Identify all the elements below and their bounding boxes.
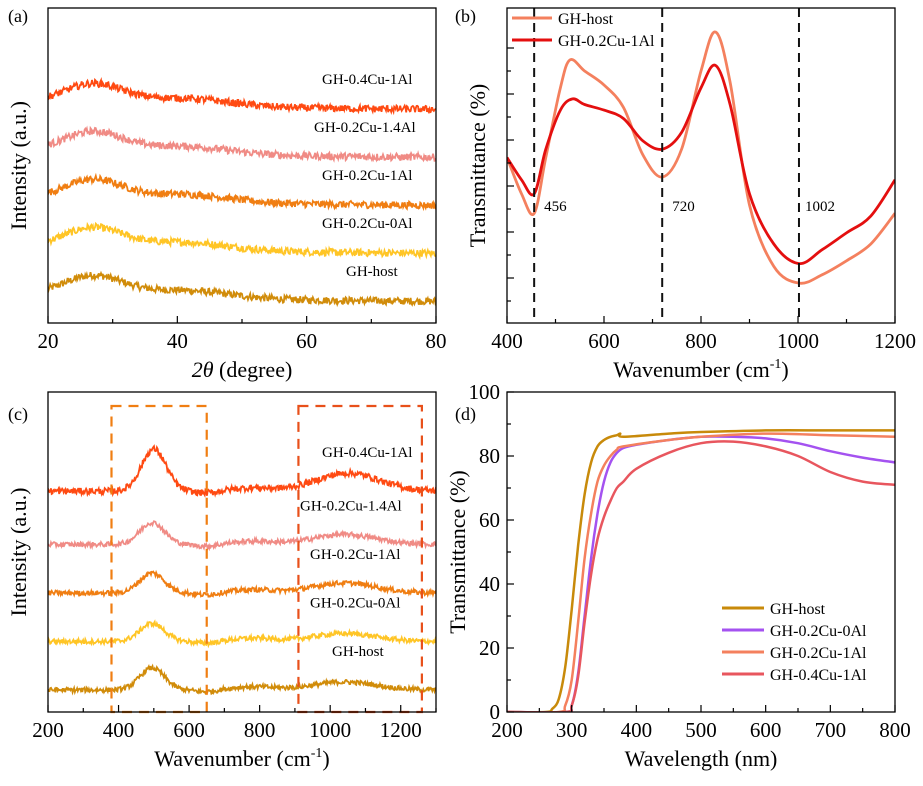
series-line-GH-0.4Cu-1Al <box>48 77 436 116</box>
legend-label-GH-host: GH-host <box>558 11 614 28</box>
axes-frame <box>47 391 437 713</box>
panel-0: GH-host GH-0.2Cu-0Al GH-0.2Cu-1Al GH-0.2Cu-… <box>6 6 447 382</box>
curve-label-GH-0.2Cu-1.4Al: GH-0.2Cu-1.4Al <box>300 499 402 515</box>
x-tick-label: 200 <box>32 718 64 742</box>
y-tick-label: 100 <box>469 380 501 404</box>
legend-label-GH-0.4Cu-1Al: GH-0.4Cu-1Al <box>770 667 867 684</box>
x-tick-label: 60 <box>296 329 317 353</box>
peak-label-720: 720 <box>672 199 695 215</box>
x-tick-label: 300 <box>556 718 588 742</box>
highlight-region-1 <box>297 404 423 714</box>
series-line-GH-0.2Cu-0Al <box>48 619 436 649</box>
series-line-GH-0.2Cu-1.4Al <box>48 519 436 552</box>
panel-1: 456 720 1002 400 600 800 1000 1200 Wavenumber (c… <box>455 6 916 382</box>
curve-label-GH-0.2Cu-0Al: GH-0.2Cu-0Al <box>322 216 412 232</box>
legend-label-GH-0.2Cu-1Al: GH-0.2Cu-1Al <box>770 645 867 662</box>
x-tick-label: 80 <box>426 329 447 353</box>
y-axis-title: Intensity (a.u.) <box>6 488 31 617</box>
y-axis-title: Transmittance (%) <box>445 470 470 634</box>
curve-label-GH-host: GH-host <box>332 644 384 660</box>
x-tick-label: 200 <box>491 718 523 742</box>
x-tick-label: 1200 <box>380 718 422 742</box>
panel-2: GH-host GH-0.2Cu-0Al GH-0.2Cu-1Al GH-0.2Cu-… <box>6 391 437 771</box>
series-line-GH-0.2Cu-1Al <box>48 172 436 212</box>
plot-area <box>507 30 895 285</box>
plot-area <box>48 77 436 308</box>
y-axis-title: Transmittance (%) <box>465 84 490 248</box>
x-tick-label: 1200 <box>874 329 916 353</box>
x-tick-label: 1000 <box>309 718 351 742</box>
legend-label-GH-host: GH-host <box>770 601 826 618</box>
series-line-GH-0.2Cu-1Al <box>507 63 895 266</box>
panel-3: 200 300 400 500 600 700 800 0 20 40 60 80 100 Wavelen… <box>445 380 911 771</box>
x-tick-label: 20 <box>38 329 59 353</box>
x-tick-label: 700 <box>815 718 847 742</box>
legend-label-GH-0.2Cu-1Al: GH-0.2Cu-1Al <box>558 33 655 50</box>
x-tick-label: 500 <box>685 718 717 742</box>
y-axis-title: Intensity (a.u.) <box>6 101 31 230</box>
x-axis-title: Wavenumber (cm-1) <box>613 357 788 382</box>
axes-frame <box>506 7 896 324</box>
y-tick-label: 80 <box>479 444 500 468</box>
y-tick-label: 60 <box>479 508 500 532</box>
x-tick-label: 40 <box>167 329 188 353</box>
x-axis-title: Wavenumber (cm-1) <box>154 746 329 771</box>
curve-label-GH-0.2Cu-1Al: GH-0.2Cu-1Al <box>310 547 400 563</box>
plot-area <box>48 444 436 696</box>
x-axis-title: 2θ (degree) <box>192 357 293 382</box>
curve-label-GH-0.2Cu-1Al: GH-0.2Cu-1Al <box>322 168 412 184</box>
x-tick-label: 400 <box>621 718 653 742</box>
x-tick-label: 800 <box>685 329 717 353</box>
series-line-GH-host <box>48 270 436 308</box>
y-tick-label: 20 <box>479 636 500 660</box>
series-line-GH-host <box>507 30 895 285</box>
x-tick-label: 800 <box>879 718 911 742</box>
x-tick-label: 600 <box>173 718 205 742</box>
y-tick-label: 40 <box>479 572 500 596</box>
x-tick-label: 600 <box>750 718 782 742</box>
legend-label-GH-0.2Cu-0Al: GH-0.2Cu-0Al <box>770 623 867 640</box>
curve-label-GH-0.2Cu-0Al: GH-0.2Cu-0Al <box>310 596 400 612</box>
panel-label: (b) <box>455 6 476 27</box>
series-line-GH-0.2Cu-1Al <box>507 432 895 712</box>
curve-label-GH-0.4Cu-1Al: GH-0.4Cu-1Al <box>322 445 412 461</box>
panel-label: (c) <box>8 404 28 425</box>
series-line-GH-0.2Cu-1.4Al <box>48 125 436 163</box>
curve-label-GH-0.4Cu-1Al: GH-0.4Cu-1Al <box>322 72 412 88</box>
series-line-GH-host <box>48 663 436 696</box>
x-tick-label: 1000 <box>777 329 819 353</box>
panel-label: (d) <box>455 404 476 425</box>
peak-label-1002: 1002 <box>805 199 835 215</box>
x-tick-label: 400 <box>491 329 523 353</box>
plot-area <box>507 429 895 712</box>
series-line-GH-0.4Cu-1Al <box>48 444 436 498</box>
x-tick-label: 600 <box>588 329 620 353</box>
x-tick-label: 400 <box>103 718 135 742</box>
series-line-GH-host <box>507 429 895 712</box>
panel-label: (a) <box>8 6 28 27</box>
x-axis-title: Wavelength (nm) <box>625 746 778 771</box>
curve-label-GH-0.2Cu-1.4Al: GH-0.2Cu-1.4Al <box>314 120 416 136</box>
highlight-region-0 <box>110 404 208 714</box>
series-line-GH-0.2Cu-1Al <box>48 569 436 600</box>
x-tick-label: 800 <box>244 718 276 742</box>
y-tick-label: 0 <box>490 700 501 724</box>
series-line-GH-0.4Cu-1Al <box>507 440 895 712</box>
curve-label-GH-host: GH-host <box>346 264 398 280</box>
peak-label-456: 456 <box>544 199 567 215</box>
series-line-GH-0.2Cu-0Al <box>48 221 436 261</box>
